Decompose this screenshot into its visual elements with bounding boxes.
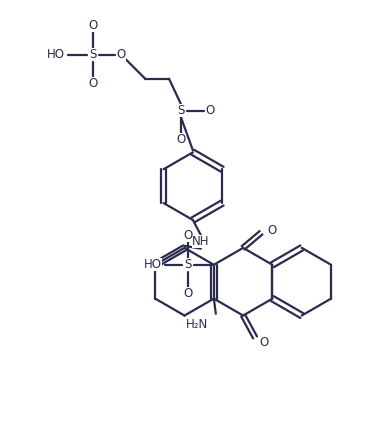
Text: O: O [183,229,192,242]
Text: O: O [176,133,186,146]
Text: S: S [89,48,97,61]
Text: O: O [267,224,276,237]
Text: S: S [184,258,192,271]
Text: O: O [183,287,192,300]
Text: H₂N: H₂N [186,318,208,331]
Text: O: O [205,104,215,117]
Text: O: O [260,336,269,349]
Text: NH: NH [192,235,210,249]
Text: S: S [177,104,185,117]
Text: HO: HO [47,48,65,61]
Text: O: O [117,48,126,61]
Text: O: O [88,19,98,32]
Text: O: O [88,77,98,90]
Text: HO: HO [144,258,162,271]
